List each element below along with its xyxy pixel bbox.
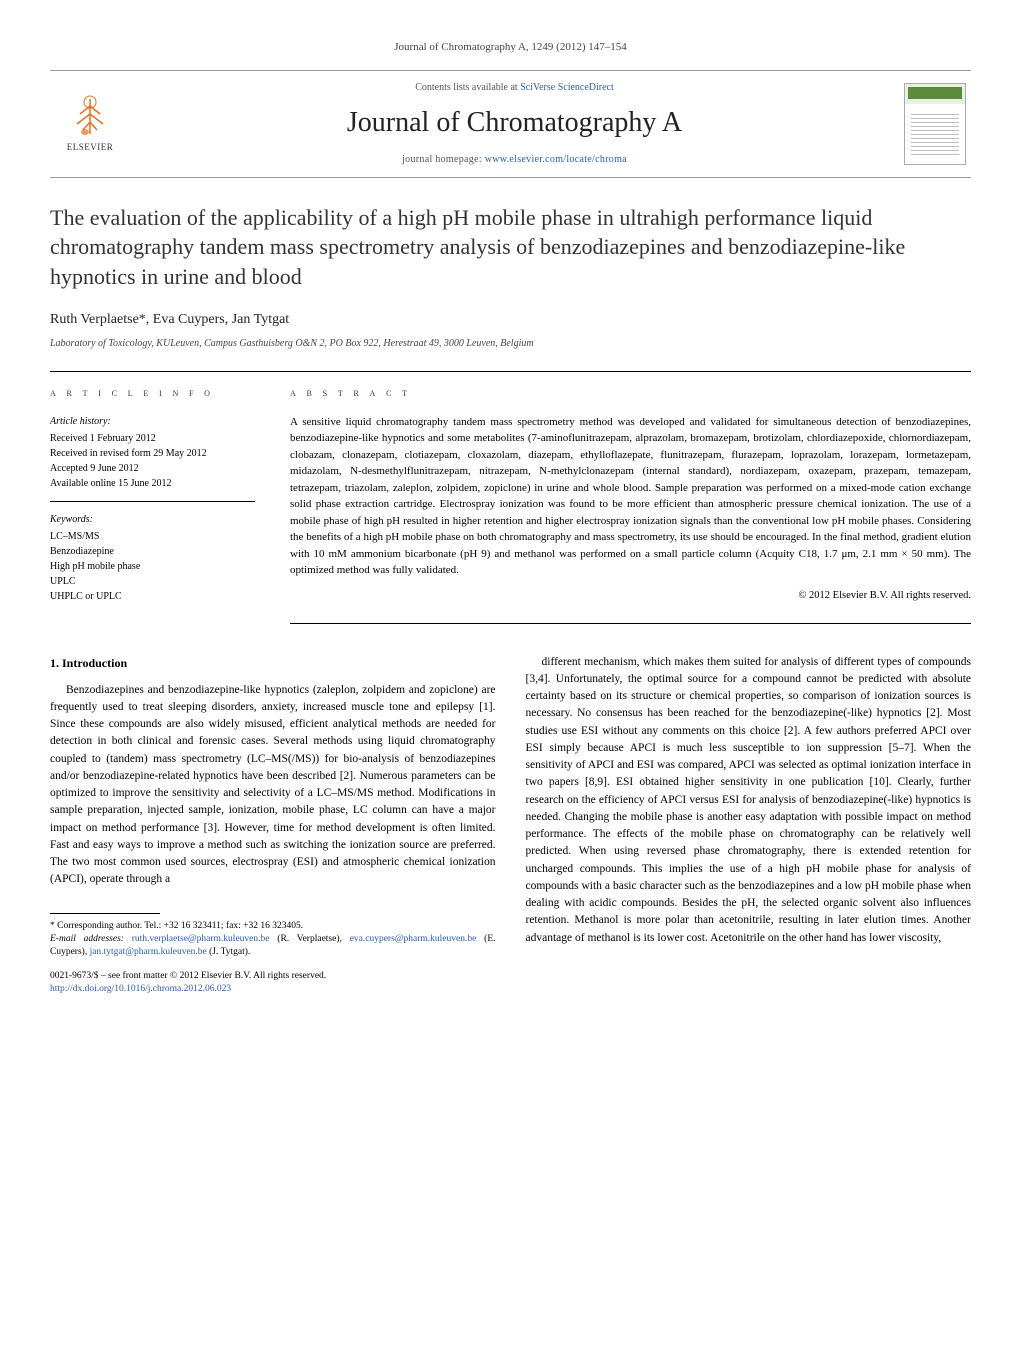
top-citation: Journal of Chromatography A, 1249 (2012)… xyxy=(50,40,971,55)
journal-name: Journal of Chromatography A xyxy=(125,103,904,142)
email-link[interactable]: ruth.verplaetse@pharm.kuleuven.be xyxy=(132,934,270,944)
keyword: High pH mobile phase xyxy=(50,559,255,574)
journal-header: ELSEVIER Contents lists available at Sci… xyxy=(50,70,971,177)
email-who: (R. Verplaetse), xyxy=(269,934,349,944)
history-online: Available online 15 June 2012 xyxy=(50,476,255,491)
footnotes: * Corresponding author. Tel.: +32 16 323… xyxy=(50,920,496,960)
homepage-link[interactable]: www.elsevier.com/locate/chroma xyxy=(485,154,627,165)
article-info-heading: a r t i c l e i n f o xyxy=(50,386,255,401)
doi-link[interactable]: http://dx.doi.org/10.1016/j.chroma.2012.… xyxy=(50,984,231,994)
history-accepted: Accepted 9 June 2012 xyxy=(50,461,255,476)
email-label: E-mail addresses: xyxy=(50,934,132,944)
intro-paragraph-continued: different mechanism, which makes them su… xyxy=(526,654,972,947)
email-who: (J. Tytgat). xyxy=(207,947,251,957)
keywords-subhead: Keywords: xyxy=(50,512,255,527)
keyword: LC–MS/MS xyxy=(50,529,255,544)
sciencedirect-link[interactable]: SciVerse ScienceDirect xyxy=(520,82,614,93)
homepage-prefix: journal homepage: xyxy=(402,154,485,165)
affiliation: Laboratory of Toxicology, KULeuven, Camp… xyxy=(50,337,971,351)
abstract-text: A sensitive liquid chromatography tandem… xyxy=(290,414,971,579)
bottom-meta: 0021-9673/$ – see front matter © 2012 El… xyxy=(50,970,496,997)
article-title: The evaluation of the applicability of a… xyxy=(50,203,971,292)
abstract-column: a b s t r a c t A sensitive liquid chrom… xyxy=(290,386,971,623)
info-abstract-row: a r t i c l e i n f o Article history: R… xyxy=(50,371,971,623)
history-subhead: Article history: xyxy=(50,414,255,429)
footnote-separator xyxy=(50,913,160,914)
corresponding-author-note: * Corresponding author. Tel.: +32 16 323… xyxy=(50,920,496,933)
abstract-heading: a b s t r a c t xyxy=(290,386,971,401)
history-received: Received 1 February 2012 xyxy=(50,431,255,446)
elsevier-label: ELSEVIER xyxy=(67,141,114,154)
contents-available-line: Contents lists available at SciVerse Sci… xyxy=(125,81,904,95)
keyword: UHPLC or UPLC xyxy=(50,589,255,604)
keyword: Benzodiazepine xyxy=(50,544,255,559)
elsevier-tree-icon xyxy=(65,94,115,139)
intro-paragraph: Benzodiazepines and benzodiazepine-like … xyxy=(50,682,496,889)
body-column-right: different mechanism, which makes them su… xyxy=(526,654,972,996)
issn-copyright-line: 0021-9673/$ – see front matter © 2012 El… xyxy=(50,970,496,983)
body-two-column: 1. Introduction Benzodiazepines and benz… xyxy=(50,654,971,996)
keywords-block: Keywords: LC–MS/MS Benzodiazepine High p… xyxy=(50,512,255,614)
section-heading-intro: 1. Introduction xyxy=(50,654,496,672)
elsevier-logo: ELSEVIER xyxy=(55,89,125,159)
header-center: Contents lists available at SciVerse Sci… xyxy=(125,81,904,166)
body-column-left: 1. Introduction Benzodiazepines and benz… xyxy=(50,654,496,996)
keyword: UPLC xyxy=(50,574,255,589)
email-link[interactable]: jan.tytgat@pharm.kuleuven.be xyxy=(90,947,207,957)
contents-prefix: Contents lists available at xyxy=(415,82,520,93)
journal-cover-thumbnail xyxy=(904,83,966,165)
email-addresses-line: E-mail addresses: ruth.verplaetse@pharm.… xyxy=(50,933,496,960)
abstract-copyright: © 2012 Elsevier B.V. All rights reserved… xyxy=(290,589,971,604)
article-info-column: a r t i c l e i n f o Article history: R… xyxy=(50,386,255,623)
history-revised: Received in revised form 29 May 2012 xyxy=(50,446,255,461)
journal-homepage-line: journal homepage: www.elsevier.com/locat… xyxy=(125,153,904,167)
article-history-block: Article history: Received 1 February 201… xyxy=(50,414,255,502)
email-link[interactable]: eva.cuypers@pharm.kuleuven.be xyxy=(350,934,477,944)
author-list: Ruth Verplaetse*, Eva Cuypers, Jan Tytga… xyxy=(50,310,971,330)
